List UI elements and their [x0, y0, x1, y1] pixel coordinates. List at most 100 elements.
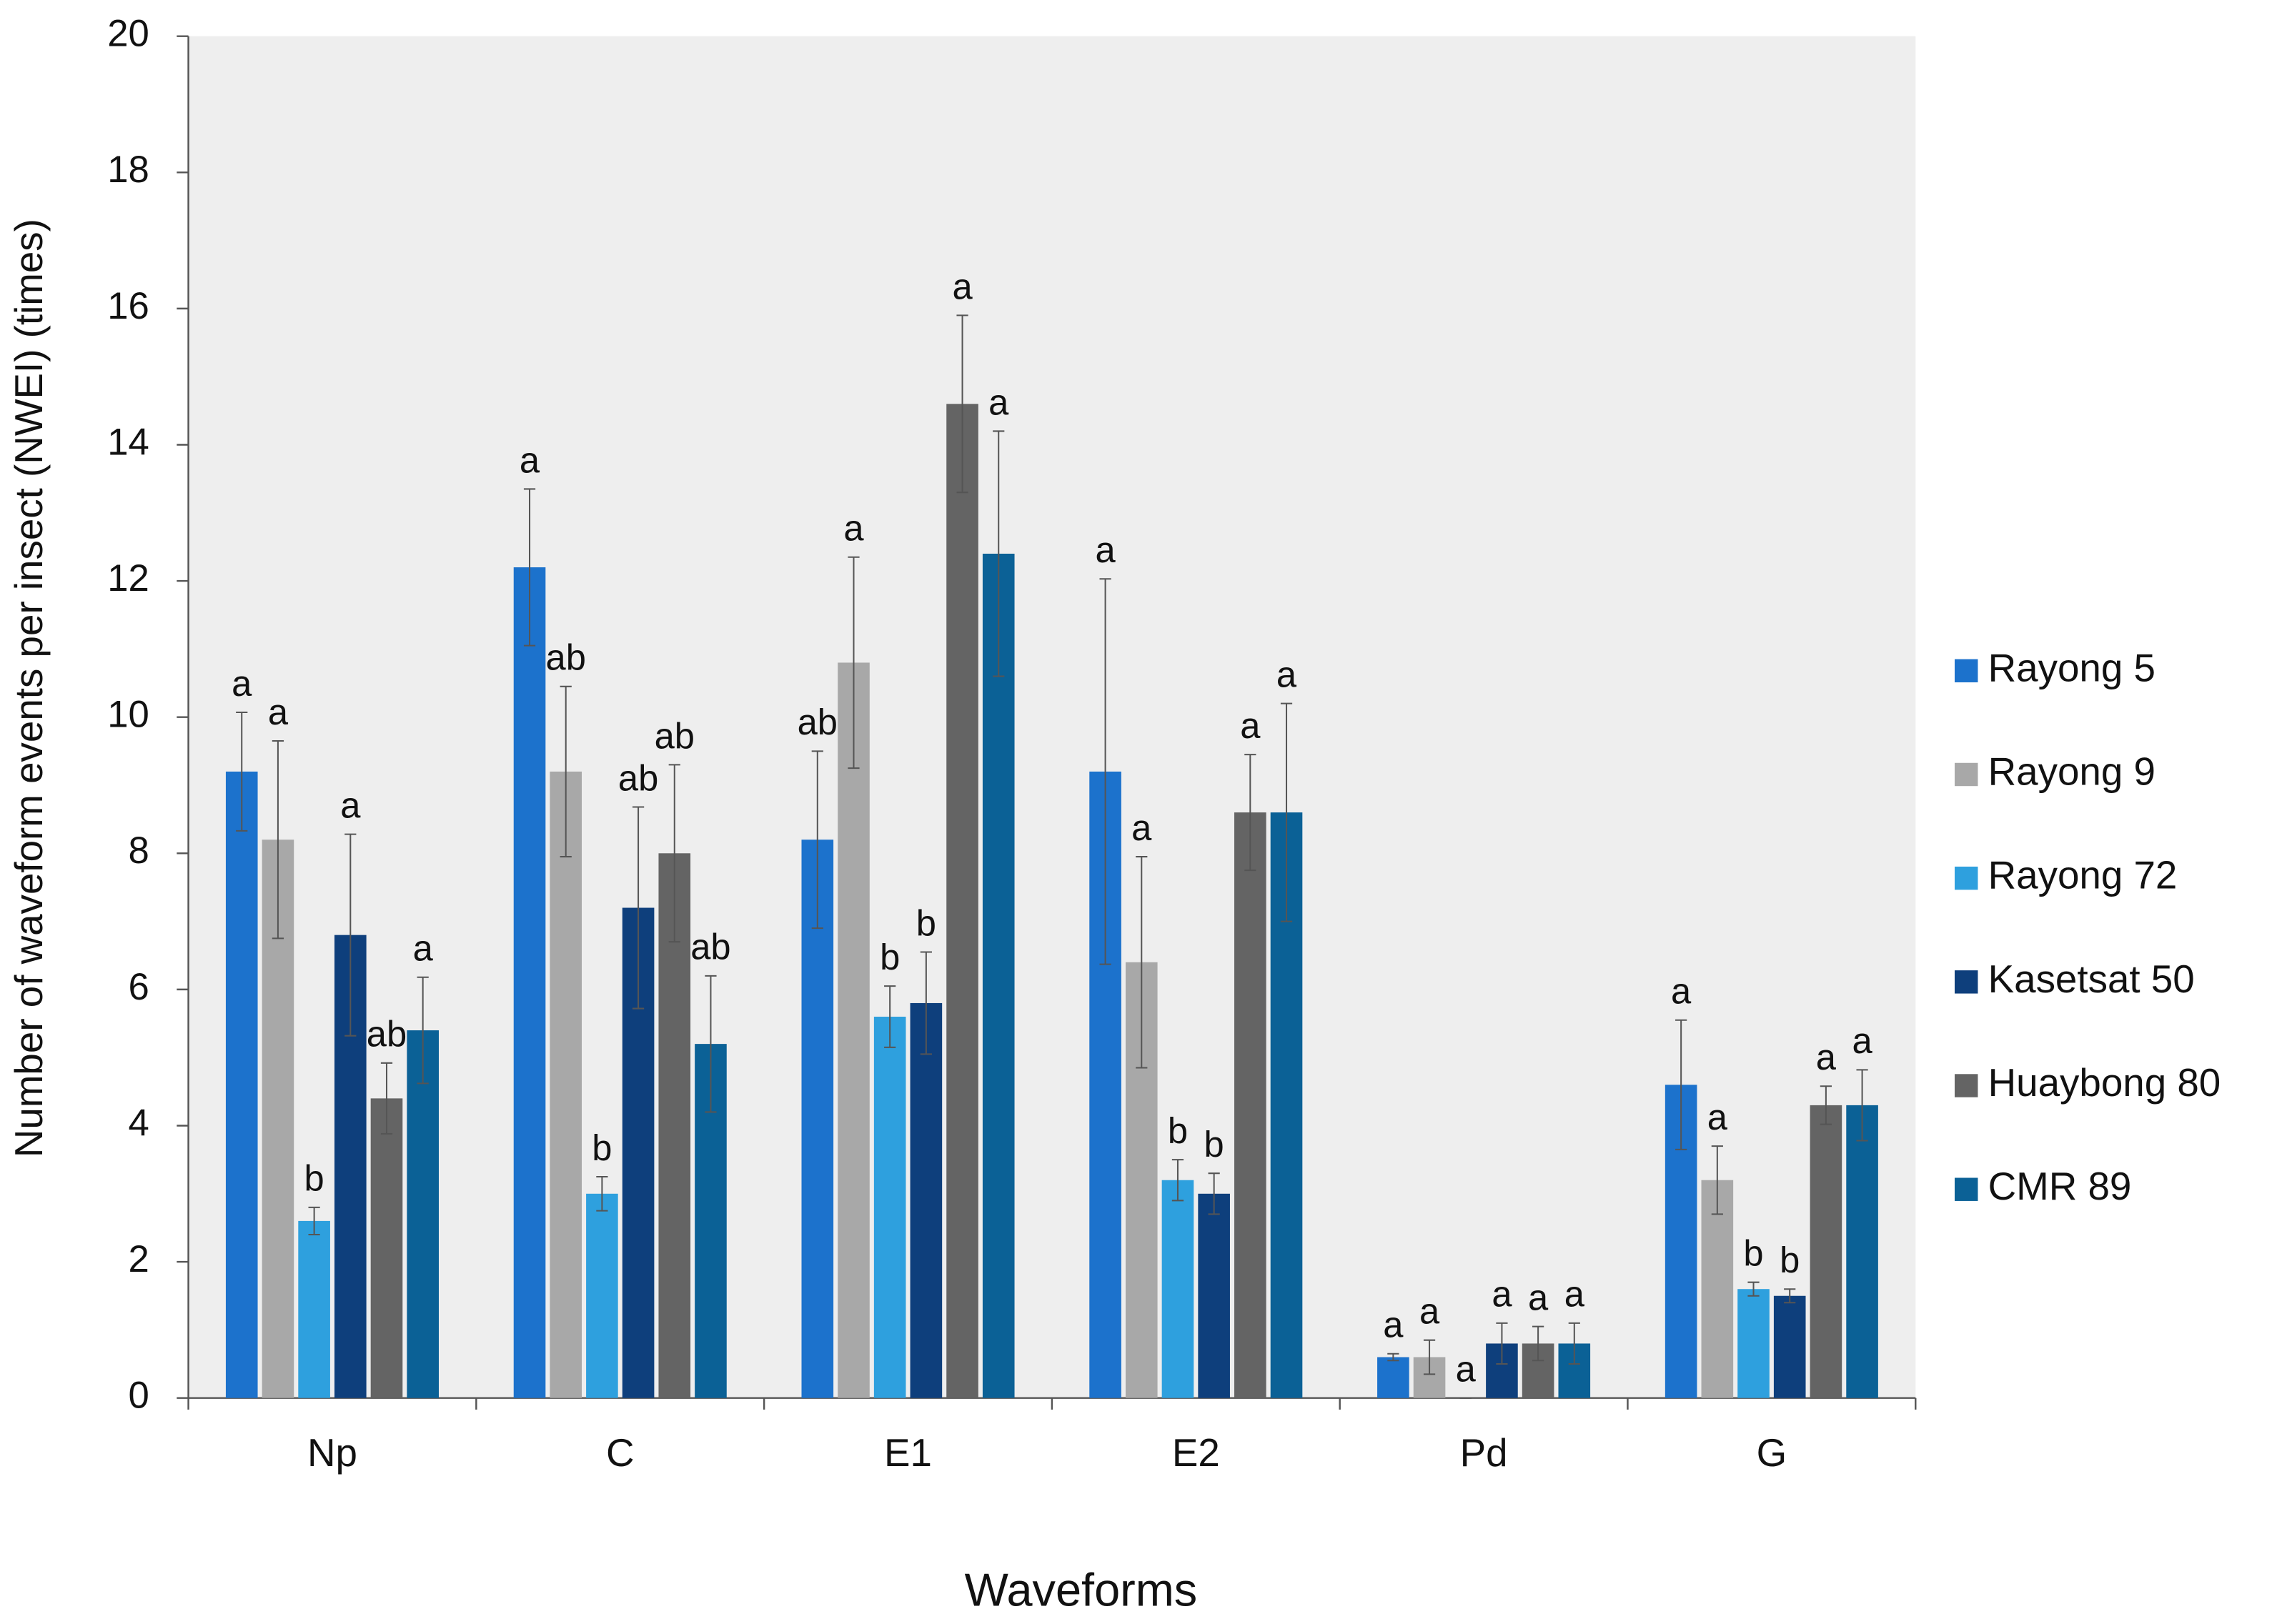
- bar: [1234, 812, 1266, 1398]
- bar: [910, 1002, 943, 1398]
- error-bar: [1568, 1322, 1580, 1365]
- bar: [550, 771, 582, 1398]
- error-bar: [1099, 578, 1111, 965]
- bar: [658, 853, 691, 1398]
- legend-label: Rayong 9: [1988, 749, 2156, 793]
- error-bar: [1423, 1339, 1436, 1375]
- x-tick-label: C: [606, 1430, 635, 1475]
- y-tick-label: 10: [107, 694, 149, 736]
- legend-swatch: [1954, 762, 1978, 787]
- bar: [1198, 1193, 1230, 1398]
- legend-swatch: [1954, 1074, 1978, 1097]
- bar: [873, 1017, 906, 1398]
- x-tick-label: Pd: [1460, 1430, 1508, 1475]
- x-tick-label: E1: [884, 1430, 932, 1475]
- error-bar: [272, 740, 284, 940]
- bar: [1737, 1289, 1770, 1398]
- significance-letter: b: [1168, 1110, 1188, 1151]
- significance-letter: a: [843, 508, 864, 549]
- bar: [370, 1098, 403, 1398]
- legend-label: Huaybong 80: [1988, 1060, 2221, 1105]
- significance-letter: b: [916, 902, 936, 943]
- y-tick-label: 0: [129, 1375, 149, 1417]
- bar: [801, 840, 834, 1398]
- significance-letter: a: [952, 266, 973, 307]
- significance-letter: b: [592, 1127, 612, 1168]
- significance-letter: a: [1492, 1274, 1512, 1315]
- bar: [982, 553, 1015, 1398]
- significance-letter: a: [268, 692, 289, 732]
- bar: [225, 771, 258, 1398]
- error-bar: [1280, 702, 1293, 922]
- bar: [1161, 1180, 1194, 1398]
- y-tick-label: 8: [129, 830, 149, 872]
- bar: [407, 1030, 439, 1398]
- bar: [586, 1193, 618, 1398]
- error-bar: [236, 712, 248, 832]
- error-bar: [344, 833, 357, 1037]
- error-bar: [632, 806, 645, 1010]
- bar: [1773, 1295, 1806, 1398]
- y-tick-label: 14: [107, 421, 149, 463]
- error-bar: [920, 951, 932, 1055]
- x-tick-label: G: [1757, 1430, 1787, 1475]
- significance-letter: ab: [655, 715, 695, 756]
- error-bar: [811, 750, 823, 930]
- bar: [1701, 1180, 1734, 1398]
- bar: [946, 404, 978, 1398]
- significance-letter: a: [1383, 1305, 1404, 1345]
- significance-letter: a: [1456, 1349, 1477, 1390]
- error-bar: [1711, 1145, 1723, 1215]
- y-tick-label: 4: [129, 1102, 149, 1144]
- error-bar: [417, 976, 429, 1085]
- legend-label: Kasetsat 50: [1988, 957, 2195, 1001]
- bar: [298, 1220, 330, 1398]
- error-bar: [993, 430, 1005, 677]
- significance-letter: b: [1743, 1233, 1763, 1274]
- plot-area: [188, 36, 1916, 1398]
- error-bar: [560, 685, 572, 858]
- error-bar: [884, 985, 896, 1048]
- y-tick-label: 20: [107, 13, 149, 55]
- significance-letter: a: [1528, 1277, 1549, 1318]
- significance-letter: ab: [618, 757, 658, 798]
- y-tick-label: 12: [107, 557, 149, 599]
- significance-letter: a: [988, 382, 1009, 422]
- significance-letter: a: [1131, 807, 1152, 848]
- legend-swatch: [1954, 1177, 1978, 1201]
- legend-label: Rayong 5: [1988, 645, 2156, 689]
- error-bar: [1171, 1159, 1184, 1202]
- error-bar: [596, 1175, 608, 1212]
- error-bar: [1675, 1019, 1687, 1150]
- error-bar: [1136, 856, 1148, 1069]
- x-tick-label: Np: [307, 1430, 357, 1475]
- significance-letter: a: [520, 439, 540, 480]
- error-bar: [1747, 1281, 1760, 1297]
- significance-letter: b: [304, 1158, 324, 1199]
- legend-swatch: [1954, 659, 1978, 683]
- significance-letter: b: [880, 937, 900, 977]
- significance-letter: a: [1816, 1037, 1837, 1077]
- legend-swatch: [1954, 970, 1978, 994]
- error-bar: [380, 1062, 393, 1135]
- significance-letter: a: [340, 784, 361, 825]
- significance-letter: a: [1852, 1020, 1872, 1061]
- legend-swatch: [1954, 866, 1978, 890]
- significance-letter: a: [413, 928, 434, 969]
- bar: [1846, 1105, 1878, 1398]
- significance-letter: ab: [798, 702, 838, 742]
- error-bar: [1532, 1325, 1544, 1362]
- significance-letter: a: [1419, 1291, 1440, 1332]
- y-tick-label: 16: [107, 285, 149, 327]
- bar: [1377, 1357, 1409, 1398]
- error-bar: [1784, 1288, 1796, 1304]
- error-bar: [1820, 1085, 1832, 1125]
- legend-label: CMR 89: [1988, 1164, 2132, 1208]
- significance-letter: a: [1240, 705, 1261, 746]
- x-tick-label: E2: [1172, 1430, 1220, 1475]
- x-axis-title: Waveforms: [965, 1564, 1198, 1616]
- error-bar: [1856, 1069, 1868, 1142]
- error-bar: [668, 764, 680, 943]
